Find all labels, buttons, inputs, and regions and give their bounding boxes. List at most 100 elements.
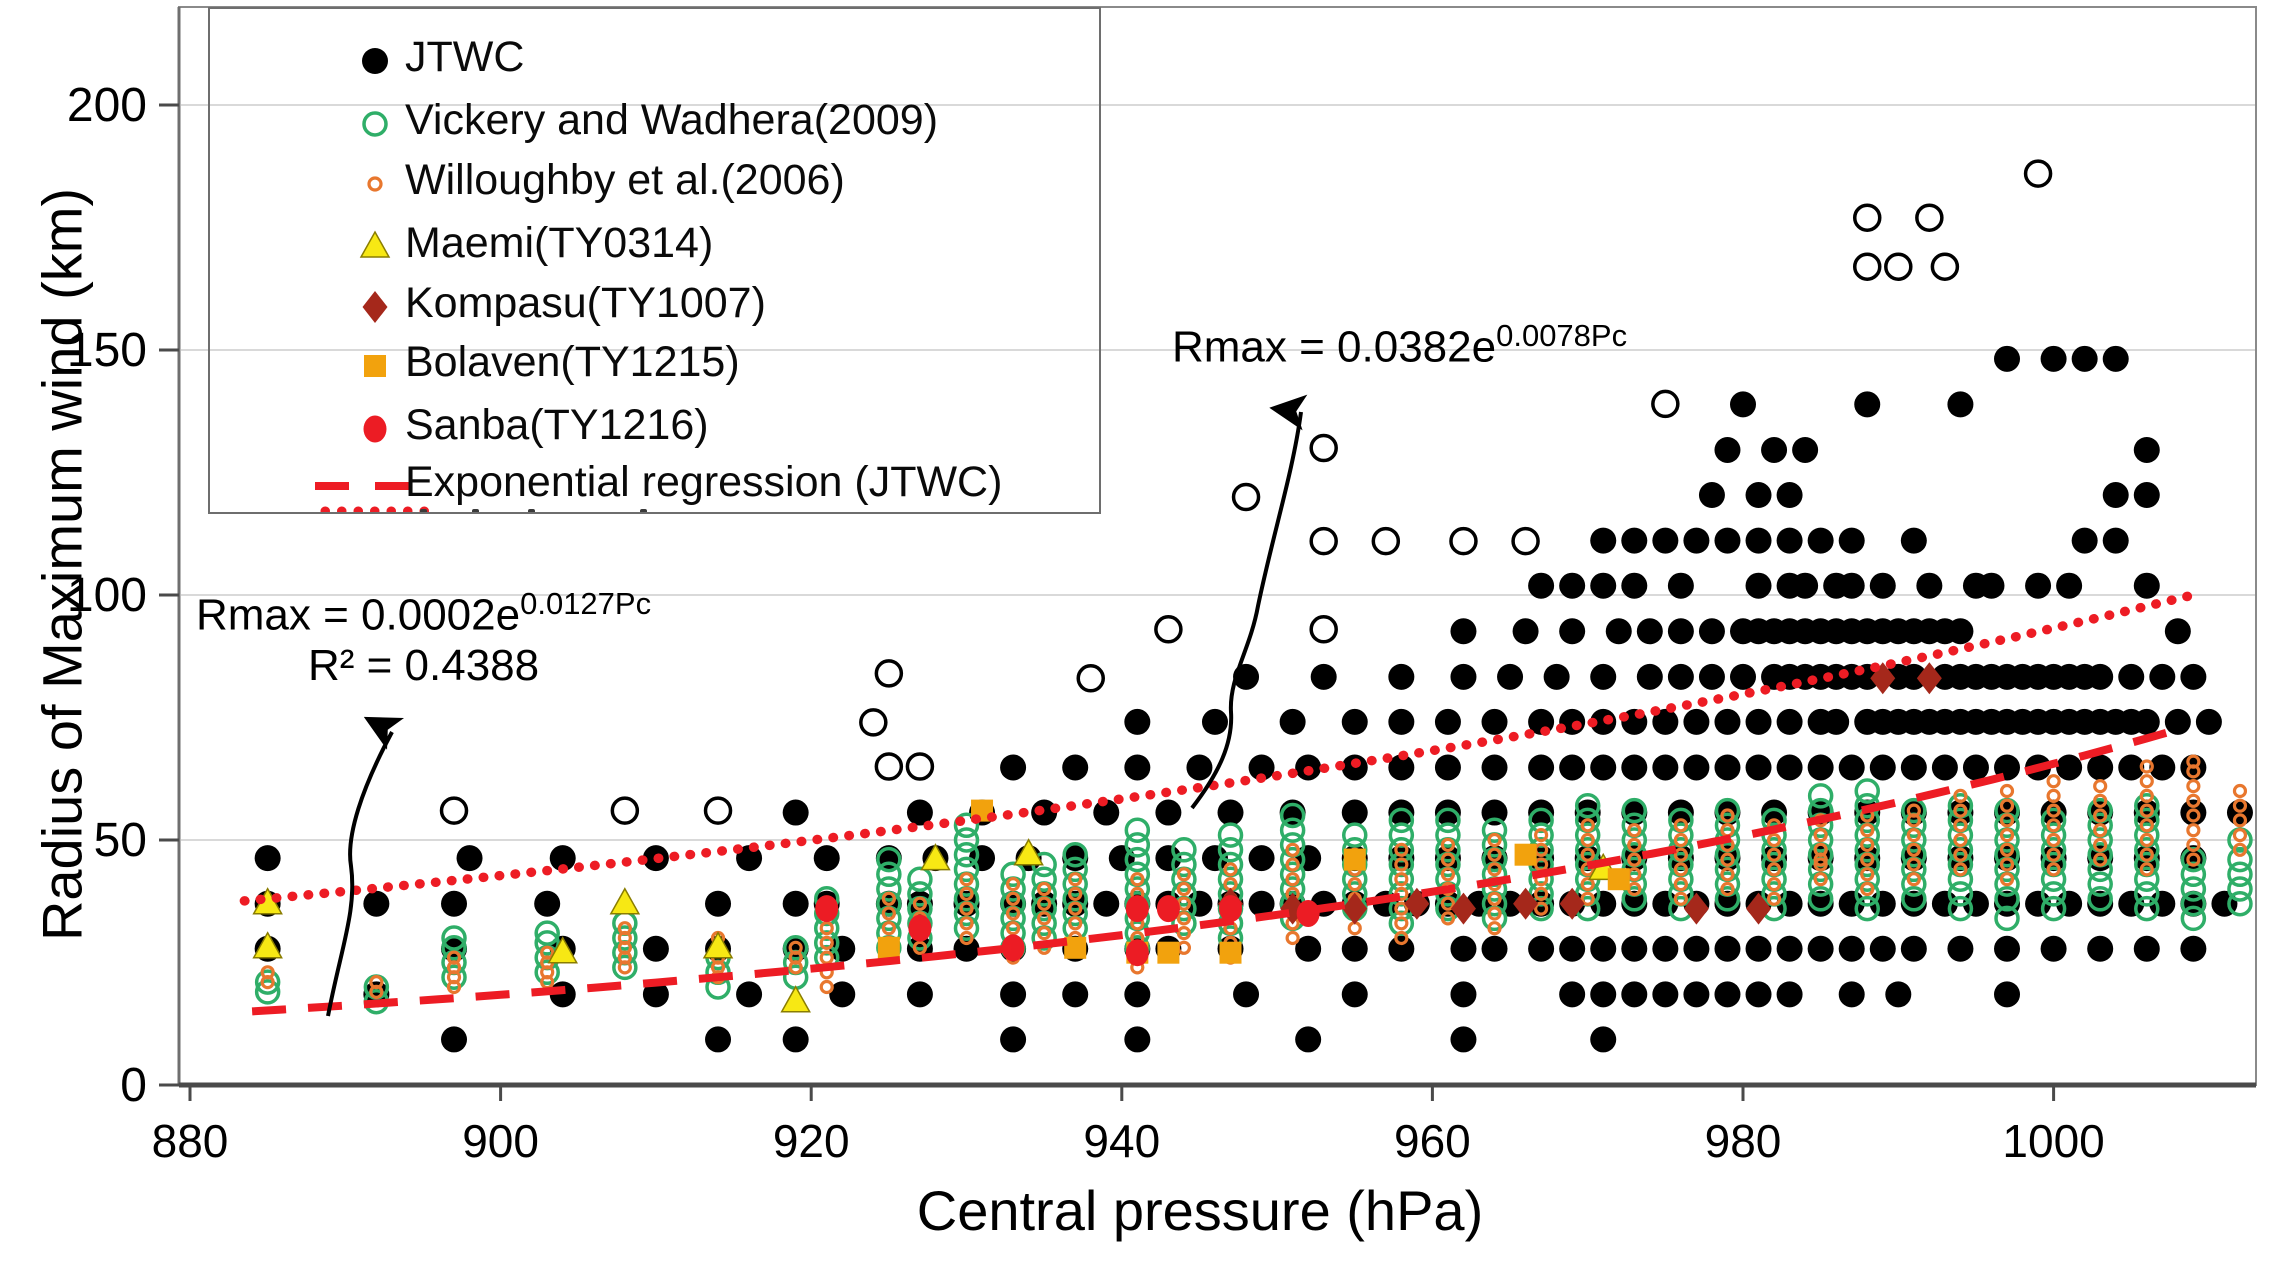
willoughby-point bbox=[1673, 876, 1688, 892]
jtwc-point bbox=[1434, 799, 1461, 826]
jtwc-point bbox=[1341, 935, 1368, 962]
willoughby-point bbox=[1005, 891, 1021, 906]
willoughby-point bbox=[1906, 842, 1921, 857]
jtwc-point bbox=[1450, 1026, 1477, 1053]
jtwc-point bbox=[1279, 708, 1306, 735]
vickery-point bbox=[2227, 876, 2253, 902]
willoughby-point bbox=[1285, 857, 1300, 872]
jtwc-point bbox=[1559, 572, 1586, 599]
jtwc-point bbox=[2149, 663, 2176, 690]
jtwc-point bbox=[1559, 618, 1586, 645]
jtwc-point bbox=[2087, 935, 2114, 962]
jtwc-point bbox=[1341, 799, 1368, 826]
x-tick-label-960: 960 bbox=[1394, 1115, 1471, 1167]
jtwc-point bbox=[1683, 754, 1710, 781]
jtwc-point bbox=[1776, 527, 1803, 554]
jtwc-point bbox=[1233, 981, 1260, 1008]
jtwc-point bbox=[1559, 981, 1586, 1008]
jtwc-point bbox=[2133, 845, 2160, 872]
jtwc-point bbox=[1636, 618, 1663, 645]
vickery-point bbox=[1062, 841, 1088, 868]
jtwc-point bbox=[1062, 754, 1089, 781]
vickery-point bbox=[2087, 871, 2113, 897]
vickery-point bbox=[1279, 817, 1306, 843]
sanba-circle bbox=[1125, 939, 1149, 967]
vickery-point bbox=[1388, 851, 1415, 878]
jtwc-point bbox=[2180, 663, 2207, 690]
jtwc-point bbox=[1947, 618, 1974, 645]
willoughby-point bbox=[1347, 876, 1362, 892]
sanba-circle bbox=[1296, 900, 1320, 927]
jtwc-point bbox=[1543, 663, 1570, 690]
willoughby-point bbox=[1999, 857, 2015, 872]
jtwc-point bbox=[1621, 981, 1648, 1008]
jtwc-point bbox=[1388, 935, 1415, 962]
willoughby-point bbox=[1906, 872, 1921, 887]
vickery-point bbox=[534, 930, 560, 956]
jtwc-point bbox=[2071, 345, 2098, 372]
willoughby-point bbox=[1860, 867, 1875, 882]
jtwc-point bbox=[1000, 981, 1027, 1008]
vickery-point bbox=[2227, 846, 2253, 873]
willoughby-point bbox=[2139, 788, 2154, 804]
jtwc-point bbox=[2133, 436, 2160, 463]
jtwc-point bbox=[1667, 618, 1694, 645]
willoughby-point bbox=[1005, 921, 1021, 936]
jtwc-point bbox=[1201, 708, 1228, 735]
jtwc-point bbox=[1714, 890, 1741, 917]
willoughby-point bbox=[1720, 881, 1735, 897]
willoughby-point bbox=[1130, 872, 1145, 887]
willoughby-point bbox=[819, 921, 834, 936]
jtwc-point bbox=[2087, 663, 2114, 690]
jtwc-point bbox=[2133, 482, 2160, 509]
willoughby-point bbox=[1534, 827, 1549, 843]
jtwc-point bbox=[1186, 754, 1213, 781]
jtwc-point bbox=[1590, 527, 1617, 554]
willoughby-point bbox=[2046, 862, 2061, 877]
willoughby-point bbox=[1766, 832, 1782, 848]
willoughby-point bbox=[1580, 832, 1595, 848]
jtwc-point bbox=[2056, 572, 2083, 599]
willoughby-point bbox=[2139, 803, 2154, 818]
willoughby-point bbox=[819, 950, 834, 965]
jtwc-point bbox=[953, 935, 980, 962]
jtwc-point bbox=[2087, 754, 2114, 781]
willoughby-point bbox=[1999, 798, 2015, 813]
willoughby-point bbox=[1906, 857, 1921, 872]
jtwc-point bbox=[1621, 890, 1648, 917]
open-circle-point bbox=[1309, 615, 1338, 644]
jtwc-point bbox=[813, 845, 840, 872]
willoughby-point bbox=[2186, 837, 2201, 853]
jtwc-point bbox=[1745, 708, 1772, 735]
legend-item-jtwc: JTWC bbox=[210, 33, 1099, 89]
willoughby-point bbox=[2046, 832, 2061, 848]
regression-dotted bbox=[239, 588, 2206, 906]
willoughby-point bbox=[959, 886, 974, 902]
open-circle-point bbox=[703, 796, 733, 825]
kompasu-diamond bbox=[1342, 892, 1368, 925]
open-circle-point bbox=[1449, 526, 1478, 556]
willoughby-point bbox=[2093, 852, 2108, 867]
vickery-point bbox=[1000, 861, 1026, 888]
regression-dashed bbox=[251, 725, 2179, 1016]
jtwc-point bbox=[456, 845, 483, 872]
vickery-point bbox=[1171, 851, 1197, 878]
willoughby-point bbox=[1627, 823, 1642, 838]
annotation-r-squared: R² = 0.4388 bbox=[307, 640, 540, 690]
vickery-point bbox=[876, 861, 902, 888]
jtwc-point bbox=[1714, 436, 1741, 463]
x-tick-label-900: 900 bbox=[462, 1115, 539, 1167]
vickery-point bbox=[2180, 861, 2207, 888]
willoughby-point bbox=[2093, 808, 2108, 823]
legend-item-label: Bolaven(TY1215) bbox=[405, 338, 740, 386]
jtwc-point bbox=[1730, 663, 1756, 690]
vickery-point bbox=[1388, 910, 1415, 937]
jtwc-point bbox=[906, 981, 933, 1008]
willoughby-point bbox=[1394, 857, 1409, 872]
willoughby-point bbox=[1394, 930, 1409, 946]
vickery-point bbox=[1124, 817, 1151, 843]
jtwc-point bbox=[1900, 527, 1927, 554]
jtwc-point bbox=[1031, 799, 1058, 826]
willoughby-point bbox=[2232, 827, 2248, 843]
willoughby-point bbox=[1285, 930, 1300, 946]
